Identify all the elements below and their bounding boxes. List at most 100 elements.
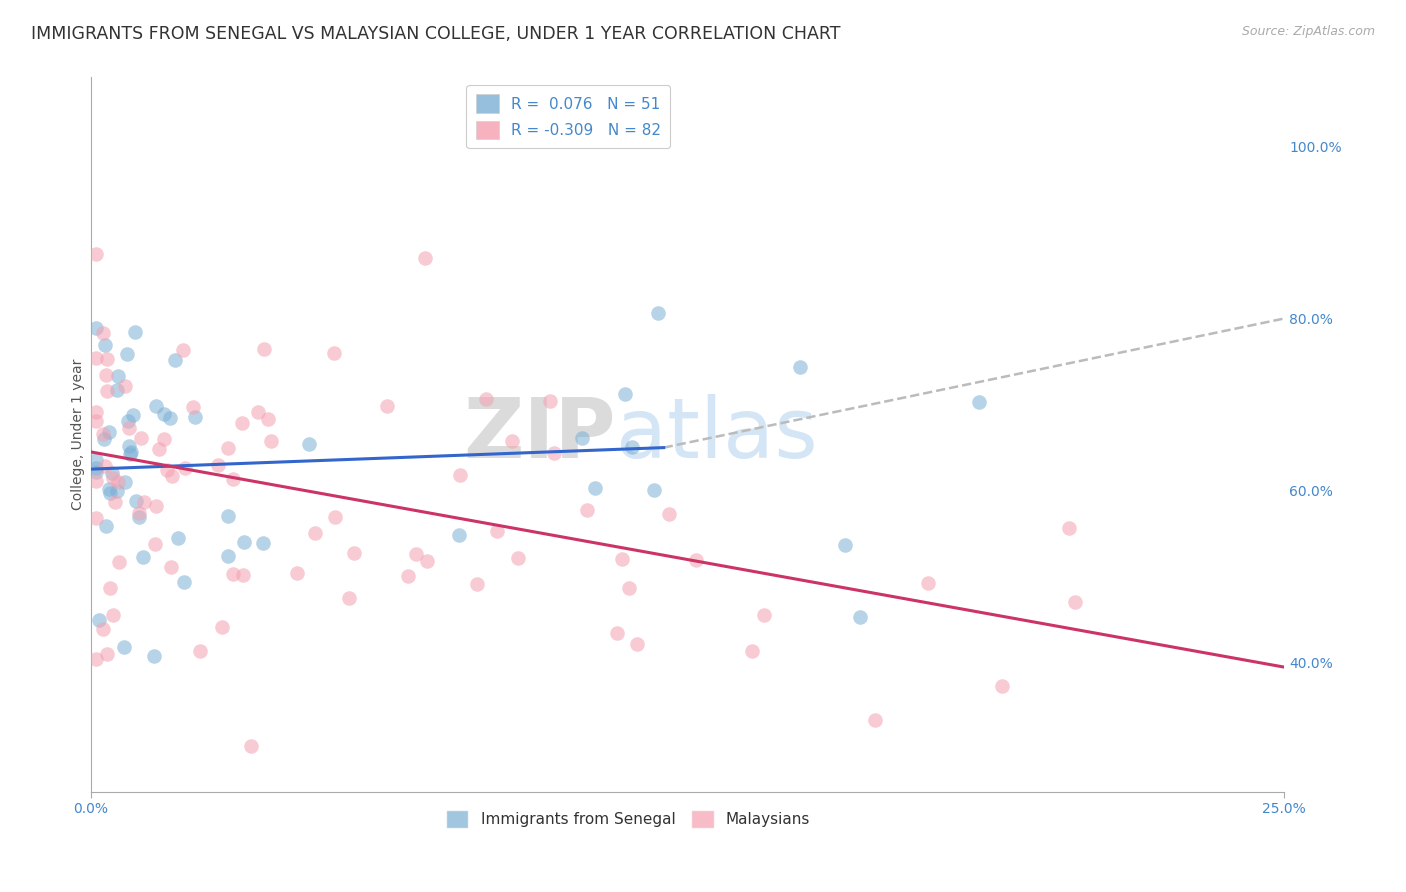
Point [377,399,399,413]
Point [86,247,108,261]
Point [612,552,634,566]
Point [233,535,256,549]
Text: IMMIGRANTS FROM SENEGAL VS MALAYSIAN COLLEGE, UNDER 1 YEAR CORRELATION CHART: IMMIGRANTS FROM SENEGAL VS MALAYSIAN COL… [31,25,841,43]
Point [114,379,136,393]
Point [260,434,283,449]
Point [285,566,308,580]
Point [231,416,253,430]
Point [1057,521,1080,535]
Point [112,640,135,654]
Point [84,405,107,419]
Point [246,404,269,418]
Point [84,511,107,525]
Point [87,613,110,627]
Point [108,555,131,569]
Point [990,679,1012,693]
Point [465,577,488,591]
Point [103,607,125,622]
Point [232,567,254,582]
Point [94,519,117,533]
Point [96,384,118,398]
Point [449,467,471,482]
Point [91,426,114,441]
Point [221,472,243,486]
Point [257,412,280,426]
Point [105,484,128,499]
Point [298,437,321,451]
Point [93,338,115,352]
Point [626,637,648,651]
Point [101,471,124,485]
Point [865,713,887,727]
Point [253,343,276,357]
Point [125,493,148,508]
Point [84,465,107,479]
Point [84,351,107,366]
Point [118,439,141,453]
Point [132,549,155,564]
Text: ZIP: ZIP [464,394,616,475]
Point [159,411,181,425]
Text: atlas: atlas [616,394,818,475]
Point [172,343,194,357]
Point [485,524,508,538]
Point [107,475,129,489]
Point [173,461,195,475]
Point [501,434,523,448]
Point [128,507,150,521]
Point [115,347,138,361]
Point [143,537,166,551]
Point [143,649,166,664]
Point [184,410,207,425]
Point [447,528,470,542]
Point [84,652,107,666]
Point [606,626,628,640]
Point [84,461,107,475]
Point [304,526,326,541]
Point [160,469,183,483]
Point [849,609,872,624]
Point [98,581,121,595]
Point [145,499,167,513]
Legend: Immigrants from Senegal, Malaysians: Immigrants from Senegal, Malaysians [440,804,817,834]
Point [118,421,141,435]
Point [156,463,179,477]
Point [396,568,419,582]
Point [575,503,598,517]
Point [252,536,274,550]
Point [221,566,243,581]
Point [643,483,665,497]
Point [145,399,167,413]
Point [413,251,436,265]
Point [84,474,107,488]
Point [614,387,637,401]
Point [163,353,186,368]
Point [84,321,107,335]
Point [337,591,360,605]
Point [107,369,129,384]
Point [917,575,939,590]
Point [120,447,142,461]
Point [619,581,641,595]
Point [685,553,707,567]
Point [571,431,593,445]
Point [122,409,145,423]
Point [647,306,669,320]
Point [84,452,107,467]
Point [129,431,152,445]
Y-axis label: College, Under 1 year: College, Under 1 year [72,359,86,510]
Point [405,547,427,561]
Point [508,551,530,566]
Point [322,346,344,360]
Text: Source: ZipAtlas.com: Source: ZipAtlas.com [1241,25,1375,38]
Point [91,326,114,340]
Point [543,446,565,460]
Point [153,407,176,421]
Point [132,495,155,509]
Point [620,440,643,454]
Point [107,383,129,397]
Point [124,325,146,339]
Point [97,483,120,497]
Point [128,509,150,524]
Point [834,538,856,552]
